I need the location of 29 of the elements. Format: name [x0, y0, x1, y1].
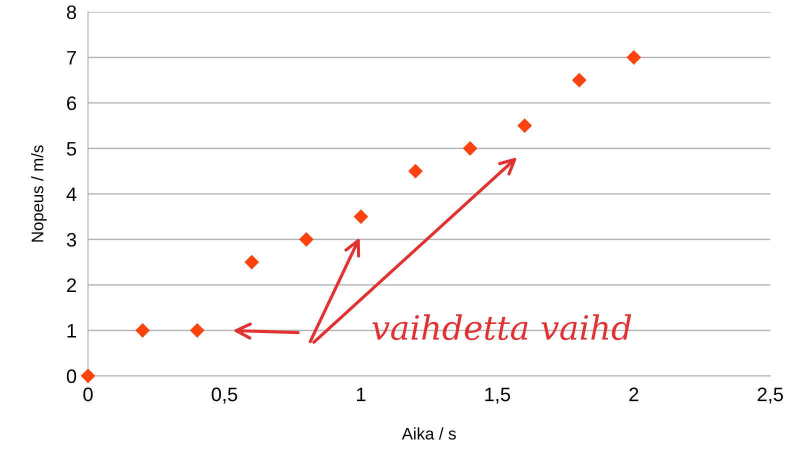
- point: [135, 323, 150, 338]
- point: [408, 164, 423, 178]
- point: [190, 323, 204, 338]
- point: [244, 254, 260, 270]
- x-tick-label: 0: [83, 388, 93, 402]
- x-tick-label: 1,5: [485, 388, 510, 404]
- y-tick-label: 7: [67, 51, 76, 64]
- point: [626, 50, 642, 65]
- x-tick-label: 2,5: [758, 388, 783, 404]
- point: [299, 232, 314, 247]
- y-tick-label: 6: [67, 96, 76, 110]
- point: [80, 368, 96, 384]
- annotation: vaihdetta vaihd: [372, 314, 632, 340]
- x-axis-title: Aika / s: [402, 427, 456, 440]
- y-tick-label: 2: [67, 278, 76, 292]
- y-tick-label: 5: [66, 142, 76, 156]
- y-tick-label: 0: [66, 369, 76, 384]
- y-tick-label: 4: [66, 188, 76, 201]
- x-tick-label: 1: [357, 388, 366, 402]
- y-axis-title: Nopeus / m/s: [31, 145, 47, 242]
- y-tick-label: 8: [66, 5, 76, 20]
- x-tick-label: 2: [629, 388, 638, 402]
- y-tick-label: 3: [66, 232, 76, 247]
- point: [354, 209, 368, 224]
- x-tick-label: 0,5: [212, 388, 238, 404]
- point: [462, 141, 478, 156]
- y-tick-label: 1: [68, 324, 76, 338]
- point: [517, 118, 532, 133]
- point: [572, 72, 587, 88]
